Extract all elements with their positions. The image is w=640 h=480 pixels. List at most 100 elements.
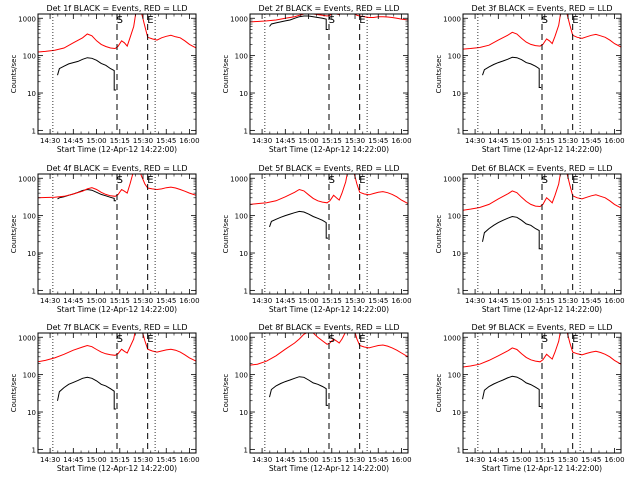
x-tick-label: 15:30 xyxy=(558,137,578,145)
x-tick-label: 14:30 xyxy=(252,297,272,305)
y-axis-label: Counts/sec xyxy=(435,215,443,254)
marker-label-s: S xyxy=(542,175,548,186)
events-series-line xyxy=(269,210,329,239)
marker-label-e: E xyxy=(572,15,578,26)
marker-label-s: S xyxy=(117,334,123,345)
y-tick-label: 100 xyxy=(448,213,461,221)
panel-title: Det 9f BLACK = Events, RED = LLD xyxy=(471,323,612,332)
y-tick-label: 100 xyxy=(235,53,248,61)
x-tick-label: 16:00 xyxy=(604,137,624,145)
y-axis-label: Counts/sec xyxy=(435,374,443,413)
detector-panel-4: Det 4f BLACK = Events, RED = LLD S E 1 10 100… xyxy=(10,164,200,314)
x-tick-label: 14:45 xyxy=(63,137,83,145)
x-axis-label: Start Time (12-Apr-12 14:22:00) xyxy=(57,305,177,314)
y-tick-label: 10 xyxy=(239,250,248,258)
x-tick-label: 15:30 xyxy=(558,456,578,464)
x-tick-label: 14:30 xyxy=(40,297,60,305)
x-tick-label: 14:45 xyxy=(63,456,83,464)
y-axis-label: Counts/sec xyxy=(222,374,230,413)
detector-panel-9: Det 9f BLACK = Events, RED = LLD S E 1 10 100… xyxy=(435,323,625,473)
detector-panel-6: Det 6f BLACK = Events, RED = LLD S E 1 10 100… xyxy=(435,164,625,314)
plot-frame xyxy=(249,332,409,454)
marker-label-s: S xyxy=(542,15,548,26)
x-tick-label: 15:00 xyxy=(298,297,318,305)
lld-series-line xyxy=(463,174,621,211)
detector-panel-8: Det 8f BLACK = Events, RED = LLD S E 1 10 100… xyxy=(222,323,412,473)
x-tick-label: 15:00 xyxy=(298,456,318,464)
events-series-line xyxy=(57,376,117,410)
panel-title: Det 6f BLACK = Events, RED = LLD xyxy=(471,164,612,173)
panel-title: Det 5f BLACK = Events, RED = LLD xyxy=(258,164,399,173)
x-axis-label: Start Time (12-Apr-12 14:22:00) xyxy=(57,464,177,473)
marker-label-e: E xyxy=(147,15,153,26)
events-series-line xyxy=(482,56,542,88)
y-tick-label: 100 xyxy=(23,372,36,380)
lld-series-line xyxy=(38,174,196,199)
x-tick-label: 16:00 xyxy=(604,456,624,464)
x-tick-label: 15:15 xyxy=(535,137,555,145)
y-tick-label: 1 xyxy=(32,127,36,135)
y-tick-label: 10 xyxy=(239,90,248,98)
x-tick-label: 16:00 xyxy=(391,137,411,145)
plot-frame xyxy=(462,13,622,135)
y-tick-label: 10 xyxy=(452,409,461,417)
y-tick-label: 1000 xyxy=(230,175,248,183)
y-tick-label: 100 xyxy=(23,213,36,221)
x-tick-label: 14:30 xyxy=(40,137,60,145)
x-tick-label: 15:45 xyxy=(368,456,388,464)
x-tick-label: 15:45 xyxy=(156,456,176,464)
x-tick-label: 16:00 xyxy=(391,297,411,305)
events-series-line xyxy=(482,215,542,250)
panel-title: Det 3f BLACK = Events, RED = LLD xyxy=(471,4,612,13)
x-tick-label: 15:45 xyxy=(581,297,601,305)
y-tick-label: 1000 xyxy=(443,334,461,342)
x-axis-label: Start Time (12-Apr-12 14:22:00) xyxy=(482,145,602,154)
x-tick-label: 15:30 xyxy=(133,137,153,145)
marker-label-s: S xyxy=(329,15,335,26)
x-tick-label: 15:45 xyxy=(581,456,601,464)
y-tick-label: 100 xyxy=(23,53,36,61)
y-tick-label: 10 xyxy=(239,409,248,417)
y-tick-label: 100 xyxy=(235,213,248,221)
marker-label-s: S xyxy=(542,334,548,345)
x-tick-label: 15:00 xyxy=(298,137,318,145)
plot-frame xyxy=(462,332,622,454)
x-tick-label: 15:30 xyxy=(133,456,153,464)
x-tick-label: 14:30 xyxy=(252,137,272,145)
x-tick-label: 15:15 xyxy=(110,137,130,145)
x-tick-label: 15:15 xyxy=(322,137,342,145)
y-tick-label: 1 xyxy=(457,127,461,135)
x-tick-label: 14:45 xyxy=(488,297,508,305)
x-tick-label: 15:00 xyxy=(511,297,531,305)
y-tick-label: 10 xyxy=(452,90,461,98)
x-tick-label: 14:30 xyxy=(465,456,485,464)
x-axis-label: Start Time (12-Apr-12 14:22:00) xyxy=(269,145,389,154)
x-tick-label: 16:00 xyxy=(391,456,411,464)
y-axis-label: Counts/sec xyxy=(435,55,443,94)
x-tick-label: 15:45 xyxy=(581,137,601,145)
y-tick-label: 1000 xyxy=(443,175,461,183)
y-tick-label: 10 xyxy=(27,250,36,258)
x-tick-label: 15:15 xyxy=(535,297,555,305)
x-tick-label: 15:00 xyxy=(86,137,106,145)
x-tick-label: 15:15 xyxy=(535,456,555,464)
x-tick-label: 14:45 xyxy=(488,137,508,145)
y-tick-label: 1 xyxy=(457,446,461,454)
events-series-line xyxy=(482,375,542,407)
x-axis-label: Start Time (12-Apr-12 14:22:00) xyxy=(57,145,177,154)
x-tick-label: 15:30 xyxy=(345,137,365,145)
marker-label-e: E xyxy=(359,15,365,26)
marker-label-s: S xyxy=(329,175,335,186)
y-tick-label: 1 xyxy=(244,127,248,135)
x-tick-label: 15:15 xyxy=(110,456,130,464)
y-tick-label: 1 xyxy=(244,287,248,295)
lld-series-line xyxy=(250,333,408,366)
plot-frame xyxy=(37,332,197,454)
x-tick-label: 16:00 xyxy=(179,137,199,145)
y-tick-label: 1 xyxy=(457,287,461,295)
events-series-line xyxy=(269,15,329,30)
x-tick-label: 14:30 xyxy=(40,456,60,464)
y-tick-label: 1000 xyxy=(18,175,36,183)
y-tick-label: 10 xyxy=(452,250,461,258)
